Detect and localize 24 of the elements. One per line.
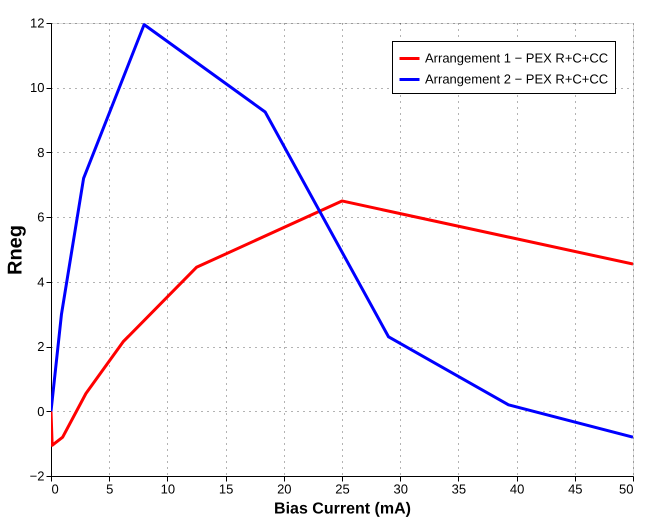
y-tick-label: 10 [30, 80, 44, 96]
y-tick-label: 2 [37, 339, 44, 354]
y-tick-label: 4 [37, 274, 44, 290]
line-series [51, 199, 633, 447]
x-tick-label: 0 [52, 482, 59, 496]
x-tick-label: 50 [619, 482, 634, 496]
x-tick-label: 35 [452, 482, 466, 496]
x-tick-label: 20 [277, 482, 292, 496]
y-tick-label: 8 [37, 144, 44, 160]
y-tick-label: −2 [30, 468, 44, 484]
y-tick-label: 0 [37, 404, 44, 419]
x-tick-label: 45 [568, 482, 583, 496]
x-tick-label: 30 [393, 482, 408, 496]
x-tick-label: 10 [160, 482, 176, 496]
x-tick-label: 15 [218, 482, 234, 496]
x-tick-label: 25 [335, 482, 350, 496]
x-tick-label: 40 [510, 482, 524, 496]
y-axis-title: Rneg [4, 225, 27, 275]
x-axis-title: Bias Current (mA) [274, 500, 411, 518]
legend-label: Arrangement 1 − PEX R+C+CC [425, 50, 608, 66]
y-tick-label: 12 [30, 16, 44, 30]
x-tick-label: 5 [106, 482, 114, 496]
y-tick-label: 6 [37, 210, 44, 225]
legend-label: Arrangement 2 − PEX R+C+CC [425, 72, 608, 86]
